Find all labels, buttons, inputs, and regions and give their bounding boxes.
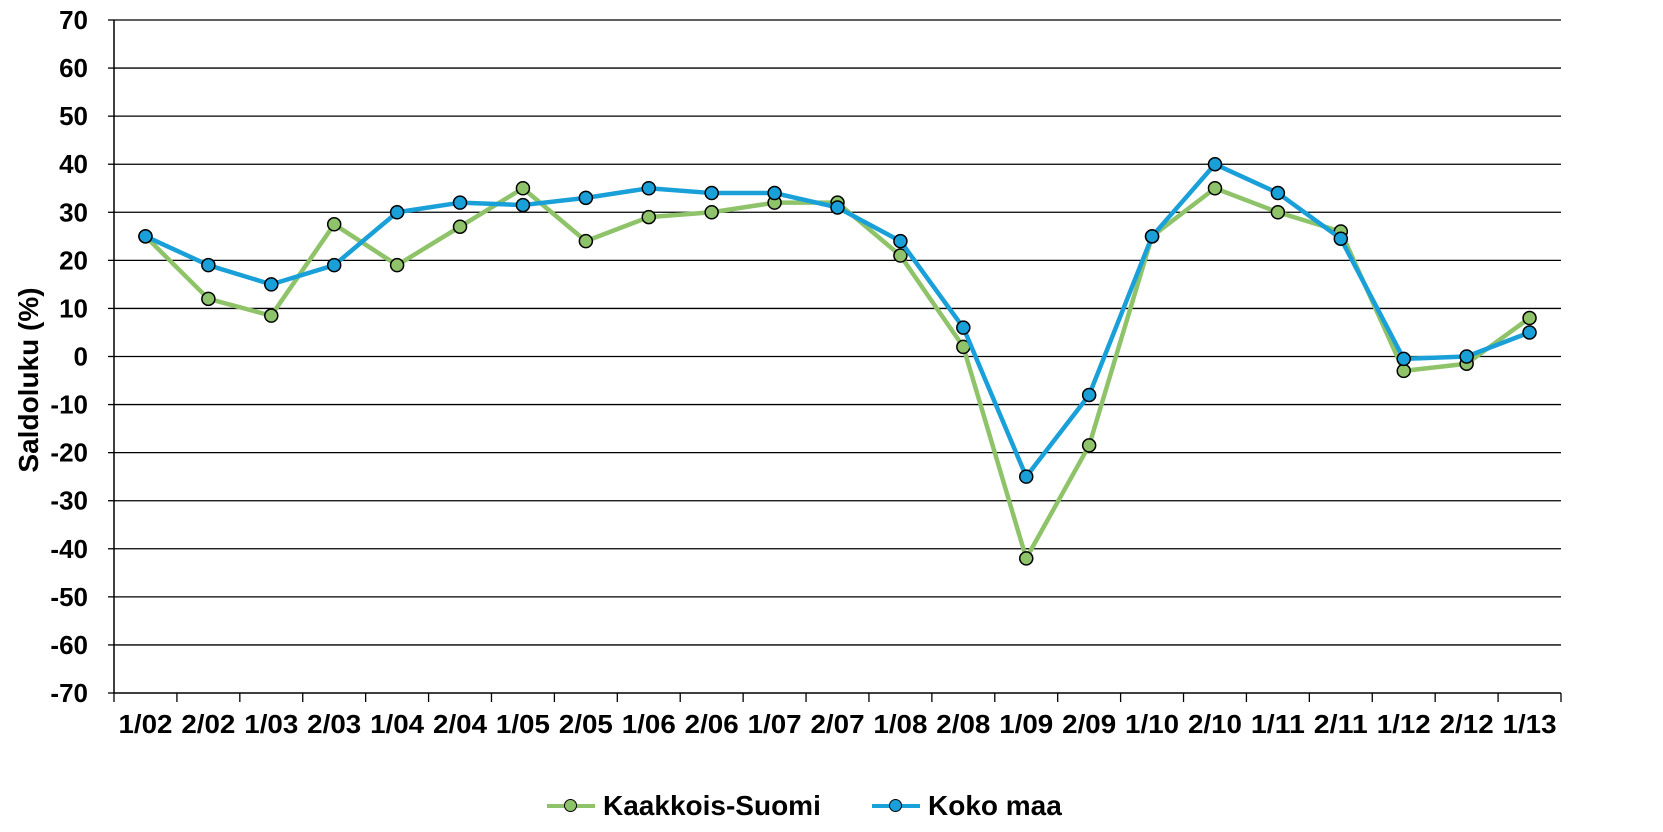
data-point [452, 219, 468, 234]
data-point [515, 197, 531, 213]
x-tick-label: 1/11 [1251, 709, 1305, 739]
data-point [641, 209, 657, 225]
data-point [1207, 181, 1223, 196]
x-tick-label: 2/10 [1188, 709, 1242, 739]
data-point [326, 217, 342, 232]
data-point [201, 257, 216, 273]
x-tick-label: 2/04 [433, 709, 488, 739]
x-tick-label: 2/08 [936, 709, 990, 739]
legend-label-kaakkois-suomi: Kaakkois-Suomi [603, 790, 821, 821]
x-tick-label: 2/09 [1062, 709, 1116, 739]
series-lines [138, 156, 1537, 566]
legend-item-kaakkois-suomi: Kaakkois-Suomi [545, 780, 821, 832]
data-point [1459, 349, 1474, 364]
data-point [1081, 438, 1097, 453]
data-point [515, 181, 531, 196]
y-tick-label: -10 [50, 390, 88, 420]
legend-swatch-koko-maa [870, 794, 922, 818]
gridlines [114, 19, 1561, 646]
data-point [264, 277, 279, 292]
y-tick-label: -30 [50, 486, 88, 516]
data-point [893, 233, 908, 249]
data-point [704, 185, 719, 201]
y-tick-label: 70 [59, 5, 88, 35]
legend-swatch-kaakkois-suomi [545, 794, 597, 818]
data-point [767, 185, 782, 201]
x-tick-label: 1/10 [1125, 709, 1179, 739]
y-tick-label: 40 [59, 149, 88, 179]
x-tick-label: 2/07 [811, 709, 865, 739]
x-tick-labels: 1/02 2/02 1/03 2/03 1/04 2/04 1/05 2/05 1/06 2/06… [118, 709, 1556, 739]
data-point [830, 200, 845, 215]
data-point [1018, 469, 1034, 484]
y-axis-label: Saldoluku (%) [13, 287, 44, 472]
y-tick-label: 60 [59, 53, 88, 83]
x-tick-label: 1/05 [496, 709, 550, 739]
data-point [1396, 363, 1411, 379]
data-point [1396, 351, 1411, 367]
data-point [956, 320, 971, 335]
y-tick-label: 20 [59, 245, 88, 275]
data-point [201, 291, 216, 307]
data-point [641, 181, 657, 196]
x-tick-label: 2/12 [1440, 709, 1494, 739]
legend-label-koko-maa: Koko maa [928, 790, 1062, 821]
x-tick-label: 1/08 [873, 709, 927, 739]
axes [108, 19, 1562, 702]
data-point [389, 257, 405, 273]
x-tick-label: 2/05 [559, 709, 613, 739]
data-point [704, 205, 719, 220]
x-tick-label: 2/02 [181, 709, 235, 739]
x-tick-label: 2/03 [307, 709, 361, 739]
data-point [578, 190, 594, 206]
legend-item-koko-maa: Koko maa [870, 780, 1062, 832]
data-point [1018, 551, 1034, 566]
x-tick-label: 2/06 [685, 709, 739, 739]
data-point [1207, 156, 1223, 172]
data-point [893, 248, 908, 263]
legend: Kaakkois-Suomi Koko maa [0, 780, 1663, 832]
x-tick-label: 1/12 [1377, 709, 1431, 739]
data-point [389, 205, 405, 220]
y-tick-label: -70 [50, 678, 88, 708]
y-tick-label: -50 [50, 582, 88, 612]
y-tick-label: -40 [50, 534, 88, 564]
x-tick-label: 1/06 [622, 709, 676, 739]
series-line [143, 186, 1531, 561]
x-tick-label: 1/03 [244, 709, 298, 739]
data-point [138, 229, 153, 244]
data-point [264, 308, 279, 323]
y-tick-label: 50 [59, 101, 88, 131]
x-tick-label: 1/13 [1503, 709, 1557, 739]
x-tick-label: 2/11 [1314, 709, 1368, 739]
x-tick-label: 1/02 [118, 709, 172, 739]
data-point [326, 257, 342, 273]
data-point [578, 233, 594, 249]
line-chart: 70 60 50 40 30 20 10 0 -10 -20 -30 -40 -50 -60 -70 1/0… [13, 5, 1562, 739]
data-point [1144, 229, 1160, 244]
series-1 [138, 156, 1537, 484]
data-point [1522, 310, 1537, 326]
data-point [452, 195, 468, 210]
data-point [1333, 231, 1349, 246]
data-point [1270, 205, 1286, 220]
series-0 [138, 181, 1537, 566]
x-tick-label: 1/04 [370, 709, 425, 739]
y-tick-label: 10 [59, 293, 88, 323]
data-point [1522, 325, 1537, 340]
y-tick-label: -20 [50, 438, 88, 468]
data-point [1270, 185, 1286, 201]
y-tick-label: -60 [50, 630, 88, 660]
x-tick-label: 1/09 [999, 709, 1053, 739]
y-tick-label: 0 [74, 342, 88, 372]
data-point [1081, 387, 1097, 403]
y-tick-labels: 70 60 50 40 30 20 10 0 -10 -20 -30 -40 -50 -60 -70 [50, 5, 88, 708]
y-tick-label: 30 [59, 197, 88, 227]
x-tick-label: 1/07 [748, 709, 802, 739]
